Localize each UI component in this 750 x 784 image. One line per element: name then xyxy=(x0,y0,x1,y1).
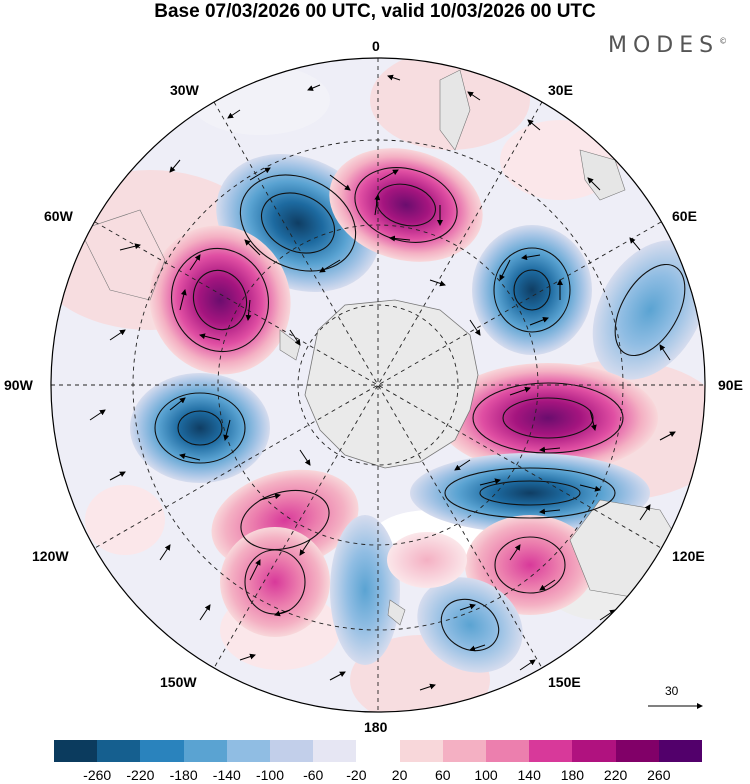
colorbar-swatch xyxy=(615,740,659,762)
lon-label-120e: 120E xyxy=(672,548,705,564)
positive-anomaly xyxy=(220,527,330,637)
colorbar xyxy=(54,740,703,762)
colorbar-tick-label: -20 xyxy=(346,767,367,783)
lon-label-90w: 90W xyxy=(4,377,33,393)
negative-anomaly xyxy=(330,515,400,665)
colorbar-swatch xyxy=(658,740,703,762)
lon-label-90e: 90E xyxy=(718,377,743,393)
colorbar-swatch xyxy=(442,740,487,762)
map-disc xyxy=(51,58,705,712)
landmass-outline xyxy=(279,329,301,361)
colorbar-tick-label: -260 xyxy=(83,767,112,783)
negative-anomaly xyxy=(592,240,705,380)
lon-label-180: 180 xyxy=(364,719,388,735)
colorbar-tick-label: -60 xyxy=(303,767,324,783)
colorbar-tick-label: 100 xyxy=(474,767,498,783)
field-anomaly xyxy=(190,65,330,135)
colorbar-tick-label: 180 xyxy=(560,767,585,783)
landmass-outline xyxy=(387,599,406,626)
colorbar-tick-label: 20 xyxy=(391,767,408,783)
colorbar-swatch xyxy=(529,740,573,762)
colorbar-swatch xyxy=(356,740,400,762)
positive-anomaly xyxy=(387,532,467,588)
vector-scale-label: 30 xyxy=(665,684,679,698)
lon-label-60e: 60E xyxy=(672,208,697,224)
brand-logo: MODES© xyxy=(608,33,727,58)
colorbar-swatch xyxy=(399,740,443,762)
colorbar-tick-label: -140 xyxy=(212,767,241,783)
contour-lines xyxy=(154,167,686,652)
antarctica-outline xyxy=(304,299,479,469)
colorbar-swatch xyxy=(270,740,314,762)
colorbar-tick-label: 60 xyxy=(435,767,451,783)
colorbar-ticks: -260 -220 -180 -140 -100 -60 -20 20 60 100 140 180 2… xyxy=(0,768,750,784)
positive-anomaly xyxy=(438,363,658,473)
map-title: Base 07/03/2026 00 UTC, valid 10/03/2026… xyxy=(154,1,596,22)
colorbar-swatch xyxy=(97,740,141,762)
graticule xyxy=(51,58,705,712)
colorbar-tick-label: -100 xyxy=(255,767,285,783)
colorbar-tick-label: 220 xyxy=(603,767,628,783)
colorbar-swatch xyxy=(226,740,271,762)
negative-anomaly xyxy=(472,225,592,355)
colorbar-tick-label: 140 xyxy=(517,767,541,783)
colorbar-tick-label: 260 xyxy=(647,767,671,783)
colorbar-swatch xyxy=(486,740,530,762)
lon-label-60w: 60W xyxy=(44,208,73,224)
colorbar-swatch xyxy=(313,740,357,762)
copyright-mark: © xyxy=(719,36,728,46)
field-anomaly xyxy=(85,485,165,555)
negative-anomaly xyxy=(130,373,270,483)
map-boundary xyxy=(50,57,706,713)
colorbar-tick-label: -180 xyxy=(169,767,198,783)
wind-vectors xyxy=(89,74,676,691)
negative-anomaly xyxy=(417,577,523,673)
colorbar-tick-label: -220 xyxy=(126,767,155,783)
colorbar-swatch xyxy=(140,740,184,762)
colorbar-swatch xyxy=(572,740,616,762)
lon-label-120w: 120W xyxy=(32,548,69,564)
colorbar-swatch xyxy=(183,740,227,762)
colorbar-swatch xyxy=(54,740,98,762)
brand-name: MODES xyxy=(608,33,720,58)
lon-label-150w: 150W xyxy=(160,674,197,690)
lon-label-150e: 150E xyxy=(548,674,581,690)
landmass-outline xyxy=(579,149,626,201)
landmass-outline xyxy=(439,69,471,151)
lon-label-30e: 30E xyxy=(548,82,573,98)
landmass-outline xyxy=(79,209,166,301)
lon-label-0: 0 xyxy=(372,38,380,54)
lon-label-30w: 30W xyxy=(170,82,199,98)
positive-anomaly xyxy=(329,148,483,262)
